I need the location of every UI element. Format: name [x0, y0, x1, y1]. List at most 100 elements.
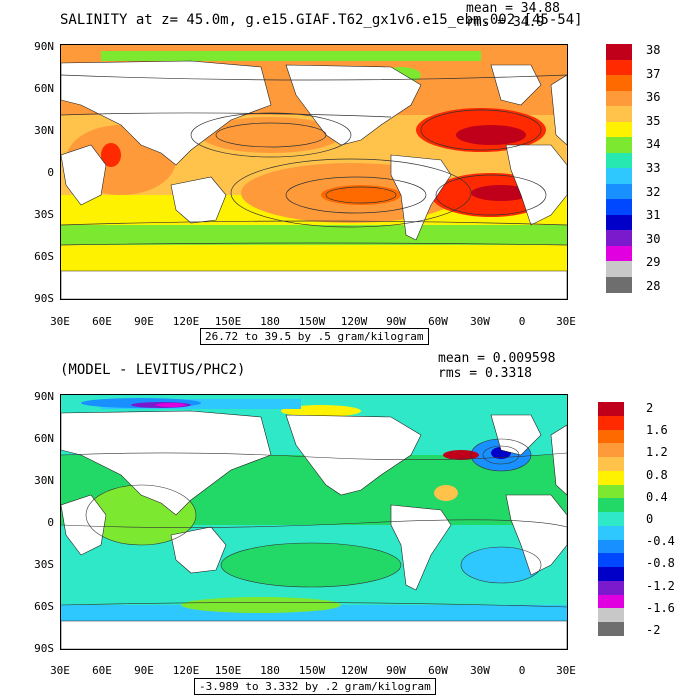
colorbar-swatch: [606, 261, 632, 277]
colorbar-swatch: [606, 106, 632, 122]
top-title: SALINITY at z= 45.0m, g.e15.GIAF.T62_gx1…: [60, 12, 583, 28]
colorbar-swatch: [598, 594, 624, 609]
bottom-lon-label: 120W: [340, 664, 368, 677]
colorbar-label: 33: [646, 161, 661, 175]
top-rms: rms = 34.9: [466, 15, 545, 30]
bottom-lon-label: 30E: [50, 664, 70, 677]
bottom-lat-label: 60N: [34, 432, 54, 445]
colorbar-swatch: [606, 199, 632, 215]
top-lon-label: 30W: [470, 315, 490, 328]
colorbar-swatch: [606, 44, 632, 60]
colorbar-swatch: [598, 608, 624, 623]
colorbar-label: -1.6: [646, 600, 675, 615]
bottom-lat-label: 90N: [34, 390, 54, 403]
colorbar-swatch: [606, 230, 632, 246]
colorbar-swatch: [606, 75, 632, 91]
colorbar-label: 38: [646, 43, 661, 57]
bottom-rms: rms = 0.3318: [438, 366, 532, 381]
colorbar-swatch: [598, 512, 624, 527]
bottom-range-label: -3.989 to 3.332 by .2 gram/kilogram: [194, 678, 436, 695]
bottom-lon-label: 150E: [214, 664, 242, 677]
colorbar-swatch: [598, 402, 624, 416]
bottom-lat-label: 60S: [34, 600, 54, 613]
bottom-lon-label: 90W: [386, 664, 406, 677]
bottom-lon-label: 120E: [172, 664, 200, 677]
top-lon-label: 30E: [556, 315, 576, 328]
bottom-lat-label: 90S: [34, 642, 54, 655]
bottom-lon-label: 60E: [92, 664, 112, 677]
colorbar-swatch: [598, 525, 624, 540]
colorbar-label: 28: [646, 279, 661, 293]
colorbar-label: 35: [646, 113, 661, 128]
colorbar-swatch: [606, 59, 632, 76]
colorbar-swatch: [606, 152, 632, 169]
colorbar-swatch: [598, 553, 624, 568]
colorbar-label: 31: [646, 208, 661, 223]
bottom-lon-label: 0: [518, 664, 526, 677]
bottom-lat-label: 30S: [34, 558, 54, 571]
colorbar-label: -0.8: [646, 556, 675, 571]
bottom-colorbar: [598, 402, 624, 637]
top-range-label: 26.72 to 39.5 by .5 gram/kilogram: [200, 328, 429, 345]
top-lat-label: 60S: [34, 250, 54, 263]
bottom-lon-label: 180: [260, 664, 280, 677]
colorbar-swatch: [606, 276, 632, 293]
colorbar-swatch: [598, 580, 624, 595]
bottom-mean: mean = 0.009598: [438, 351, 556, 366]
top-lon-label: 120E: [172, 315, 200, 328]
colorbar-swatch: [598, 484, 624, 499]
colorbar-label: 2: [646, 401, 654, 415]
colorbar-label: -1.2: [646, 578, 675, 593]
top-lat-label: 30S: [34, 208, 54, 221]
top-lat-label: 0: [47, 166, 54, 179]
colorbar-label: -2: [646, 623, 661, 637]
colorbar-label: 36: [646, 90, 661, 105]
colorbar-label: 1.2: [646, 445, 668, 460]
bottom-lon-label: 90E: [134, 664, 154, 677]
top-lat-label: 90S: [34, 292, 54, 305]
top-lon-label: 60E: [92, 315, 112, 328]
colorbar-label: 1.6: [646, 423, 668, 438]
colorbar-label: 37: [646, 66, 661, 81]
colorbar-swatch: [606, 121, 632, 138]
top-lon-label: 120W: [340, 315, 368, 328]
bottom-lat-label: 0: [47, 516, 54, 529]
colorbar-swatch: [606, 245, 632, 262]
colorbar-label: 0: [646, 512, 654, 526]
top-lat-label: 30N: [34, 124, 54, 137]
colorbar-label: -0.4: [646, 534, 675, 549]
bottom-lat-label: 30N: [34, 474, 54, 487]
top-lon-label: 0: [518, 315, 526, 328]
colorbar-swatch: [598, 429, 624, 444]
colorbar-swatch: [606, 214, 632, 231]
colorbar-swatch: [606, 183, 632, 200]
colorbar-swatch: [598, 415, 624, 430]
colorbar-swatch: [606, 90, 632, 107]
top-lat-label: 90N: [34, 40, 54, 53]
colorbar-swatch: [606, 137, 632, 153]
salinity-map: [60, 44, 568, 300]
colorbar-label: 29: [646, 255, 661, 270]
bottom-lon-label: 30E: [556, 664, 576, 677]
bottom-title: (MODEL - LEVITUS/PHC2): [60, 362, 246, 378]
top-lon-label: 180: [260, 315, 280, 328]
colorbar-label: 34: [646, 137, 661, 152]
bottom-lon-label: 150W: [298, 664, 326, 677]
bottom-lon-label: 60W: [428, 664, 448, 677]
top-lon-label: 90W: [386, 315, 406, 328]
top-lon-label: 30E: [50, 315, 70, 328]
colorbar-swatch: [598, 443, 624, 458]
colorbar-swatch: [598, 457, 624, 472]
top-mean: mean = 34.88: [466, 1, 560, 16]
colorbar-swatch: [598, 539, 624, 554]
colorbar-label: 0.4: [646, 489, 668, 504]
colorbar-label: 32: [646, 184, 661, 199]
colorbar-swatch: [598, 498, 624, 513]
colorbar-swatch: [598, 622, 624, 637]
colorbar-swatch: [598, 470, 624, 485]
bottom-lon-label: 30W: [470, 664, 490, 677]
top-lon-label: 150E: [214, 315, 242, 328]
colorbar-swatch: [606, 168, 632, 184]
colorbar-label: 30: [646, 231, 661, 246]
difference-map: [60, 394, 568, 650]
